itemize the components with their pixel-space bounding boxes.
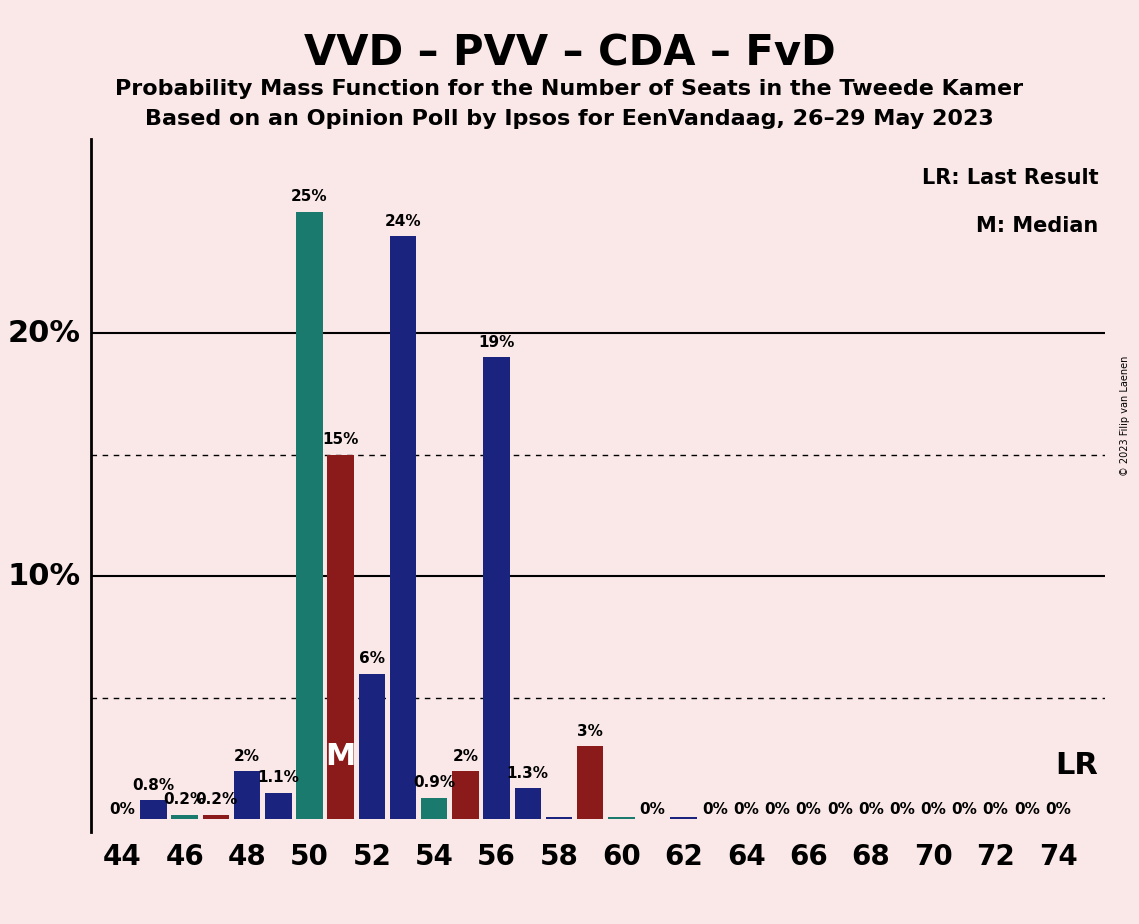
Text: 0.2%: 0.2% — [195, 792, 237, 808]
Bar — [515, 788, 541, 820]
Text: 0%: 0% — [795, 802, 821, 817]
Text: 20%: 20% — [8, 319, 81, 347]
Bar — [233, 771, 261, 820]
Text: 0%: 0% — [1046, 802, 1071, 817]
Bar — [172, 815, 198, 820]
Text: 25%: 25% — [292, 189, 328, 204]
Bar — [483, 358, 510, 820]
Text: Probability Mass Function for the Number of Seats in the Tweede Kamer: Probability Mass Function for the Number… — [115, 79, 1024, 99]
Text: 0%: 0% — [734, 802, 759, 817]
Text: 15%: 15% — [322, 432, 359, 447]
Bar — [608, 817, 634, 820]
Text: M: Median: M: Median — [976, 216, 1099, 237]
Text: VVD – PVV – CDA – FvD: VVD – PVV – CDA – FvD — [304, 32, 835, 74]
Bar — [359, 674, 385, 820]
Text: 0%: 0% — [983, 802, 1009, 817]
Bar — [421, 797, 448, 820]
Bar — [671, 817, 697, 820]
Text: 10%: 10% — [8, 562, 81, 590]
Text: © 2023 Filip van Laenen: © 2023 Filip van Laenen — [1121, 356, 1130, 476]
Text: 0%: 0% — [109, 802, 136, 817]
Text: M: M — [326, 742, 355, 771]
Text: 0%: 0% — [890, 802, 915, 817]
Bar — [452, 771, 478, 820]
Text: LR: Last Result: LR: Last Result — [921, 168, 1099, 188]
Bar — [390, 236, 416, 820]
Bar — [203, 815, 229, 820]
Text: 24%: 24% — [385, 213, 421, 228]
Bar — [296, 212, 322, 820]
Text: 3%: 3% — [577, 724, 604, 739]
Bar — [327, 455, 354, 820]
Text: 2%: 2% — [452, 748, 478, 763]
Text: 0%: 0% — [951, 802, 977, 817]
Text: LR: LR — [1056, 751, 1099, 781]
Text: 0%: 0% — [920, 802, 947, 817]
Text: 6%: 6% — [359, 651, 385, 666]
Text: 1.1%: 1.1% — [257, 771, 300, 785]
Text: 0%: 0% — [764, 802, 790, 817]
Text: 0.9%: 0.9% — [413, 775, 456, 790]
Text: 0.8%: 0.8% — [132, 778, 174, 793]
Bar — [577, 747, 604, 820]
Text: 0%: 0% — [858, 802, 884, 817]
Text: 0.2%: 0.2% — [164, 792, 206, 808]
Text: 1.3%: 1.3% — [507, 766, 549, 781]
Bar — [140, 800, 166, 820]
Text: 0%: 0% — [1014, 802, 1040, 817]
Text: 2%: 2% — [235, 748, 260, 763]
Text: 0%: 0% — [827, 802, 853, 817]
Text: Based on an Opinion Poll by Ipsos for EenVandaag, 26–29 May 2023: Based on an Opinion Poll by Ipsos for Ee… — [145, 109, 994, 129]
Bar — [546, 817, 572, 820]
Text: 19%: 19% — [478, 335, 515, 350]
Text: 0%: 0% — [702, 802, 728, 817]
Text: 0%: 0% — [640, 802, 665, 817]
Bar — [265, 793, 292, 820]
